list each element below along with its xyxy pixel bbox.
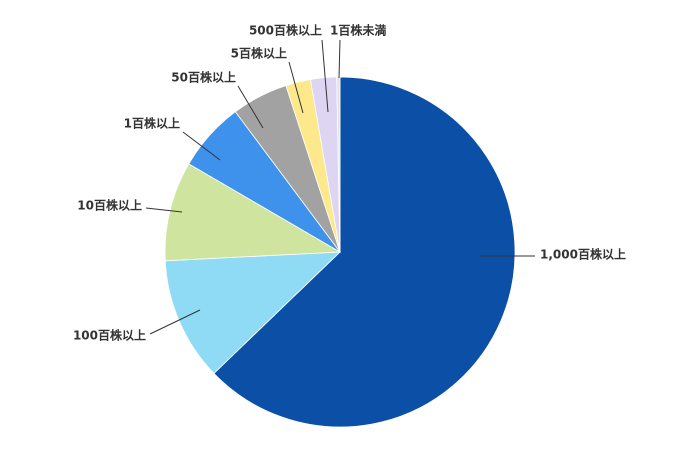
slice-label: 1百株以上 <box>124 116 180 131</box>
leader-line <box>338 39 341 79</box>
slice-label: 5百株以上 <box>231 46 287 61</box>
slice-label: 500百株以上 <box>249 23 322 38</box>
leader-line <box>182 131 221 161</box>
leader-line <box>149 309 201 335</box>
slice-label: 50百株以上 <box>171 70 236 85</box>
leader-line <box>237 85 264 129</box>
leader-line <box>321 39 329 113</box>
pie-slice <box>164 251 342 374</box>
slice-label: 1百株未満 <box>330 23 386 38</box>
slice-label: 100百株以上 <box>73 328 146 343</box>
pie-slice <box>213 76 516 428</box>
pie-slice <box>336 76 341 253</box>
leader-line <box>288 61 304 114</box>
slice-label: 10百株以上 <box>77 198 142 213</box>
leader-line <box>145 207 183 213</box>
slice-label: 1,000百株以上 <box>540 247 626 262</box>
